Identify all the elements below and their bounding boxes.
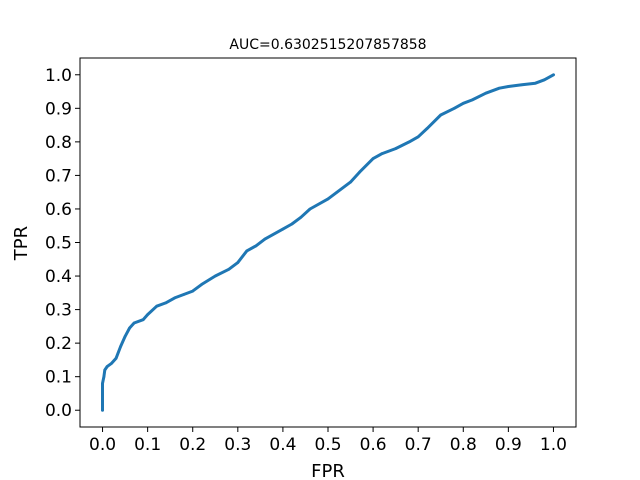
roc-curve-point	[520, 83, 524, 87]
roc-curve-point	[245, 249, 249, 253]
roc-curve-point	[146, 313, 149, 316]
roc-curve-point	[335, 190, 339, 194]
y-tick-label: 0.3	[45, 301, 72, 321]
y-tick-label: 0.7	[45, 166, 72, 186]
x-tick-label: 0.6	[360, 435, 387, 455]
roc-curve-point	[101, 398, 104, 402]
roc-curve-point	[425, 127, 429, 130]
roc-curve-point	[439, 113, 443, 117]
y-axis-ticks: 0.0 0.1 0.2 0.3 0.4 0.5 0.6 0.7 0.8 0.9 1.0	[45, 66, 80, 421]
roc-curve-point	[182, 293, 185, 296]
roc-curve-point	[290, 222, 294, 226]
roc-curve-point	[498, 86, 501, 90]
roc-curve-point	[191, 289, 194, 293]
roc-curve-point	[105, 365, 109, 368]
roc-curve-point	[103, 368, 107, 372]
roc-curve-point	[227, 268, 231, 271]
x-axis-ticks: 0.0 0.1 0.2 0.3 0.4 0.5 0.6 0.7 0.8 0.9 1.0	[89, 427, 567, 455]
roc-curve-point	[123, 335, 127, 338]
plot-frame	[79, 57, 577, 428]
roc-curve-point	[173, 296, 176, 300]
roc-curve-point	[132, 321, 136, 325]
roc-curve-point	[114, 356, 118, 360]
y-axis-label: TPR	[11, 226, 32, 261]
roc-curve-point	[101, 382, 104, 385]
roc-curve-point	[453, 107, 456, 110]
roc-curve-point	[128, 326, 131, 330]
roc-curve-point	[164, 301, 167, 305]
x-axis-label: FPR	[311, 461, 345, 480]
roc-curve-point	[102, 375, 106, 379]
roc-curve-point	[394, 147, 397, 150]
x-tick-label: 1.0	[540, 435, 567, 455]
x-tick-label: 0.5	[314, 435, 341, 455]
roc-curve-point	[101, 408, 104, 412]
plot-area	[101, 73, 555, 412]
roc-curve-point	[308, 207, 312, 211]
y-tick-label: 0.1	[45, 368, 72, 388]
x-tick-label: 0.7	[405, 435, 432, 455]
y-tick-label: 0.6	[45, 200, 72, 220]
x-tick-label: 0.0	[89, 435, 116, 455]
y-tick-label: 0.0	[45, 401, 72, 421]
roc-curve-point	[299, 216, 303, 219]
roc-curve-point	[552, 73, 555, 77]
roc-curve-point	[155, 304, 158, 308]
roc-curve-point	[281, 227, 285, 231]
chart-title: AUC=0.6302515207857858	[229, 37, 426, 53]
roc-curve-point	[349, 180, 352, 184]
y-tick-label: 0.4	[45, 267, 72, 287]
roc-curve-point	[110, 362, 113, 365]
x-tick-label: 0.1	[134, 435, 161, 455]
roc-curve-point	[254, 244, 258, 248]
y-tick-label: 0.8	[45, 133, 72, 153]
roc-curve-point	[119, 345, 122, 348]
roc-curve-point	[380, 152, 384, 155]
roc-curve-point	[471, 98, 474, 102]
y-tick-label: 1.0	[45, 66, 72, 86]
roc-curve-point	[371, 157, 375, 160]
x-tick-label: 0.3	[224, 435, 251, 455]
x-tick-label: 0.8	[450, 435, 477, 455]
roc-curve-point	[200, 283, 203, 286]
roc-curve-point	[416, 135, 420, 139]
y-tick-label: 0.9	[45, 99, 72, 119]
x-tick-label: 0.9	[495, 435, 522, 455]
roc-curve-point	[141, 318, 145, 322]
roc-curve-point	[263, 237, 267, 241]
roc-curve-point	[484, 91, 488, 95]
y-tick-label: 0.5	[45, 234, 72, 254]
roc-curve-point	[407, 140, 411, 144]
roc-curve-point	[358, 170, 361, 174]
roc-curve-point	[236, 261, 240, 264]
roc-curve-point	[534, 81, 537, 85]
roc-curve-point	[326, 197, 330, 201]
x-tick-label: 0.2	[179, 435, 206, 455]
x-tick-label: 0.4	[269, 435, 296, 455]
roc-curve-point	[214, 274, 217, 278]
roc-curve-point	[507, 85, 510, 88]
roc-curve-point	[543, 78, 546, 82]
y-tick-label: 0.2	[45, 334, 72, 354]
roc-curve-point	[462, 102, 465, 105]
